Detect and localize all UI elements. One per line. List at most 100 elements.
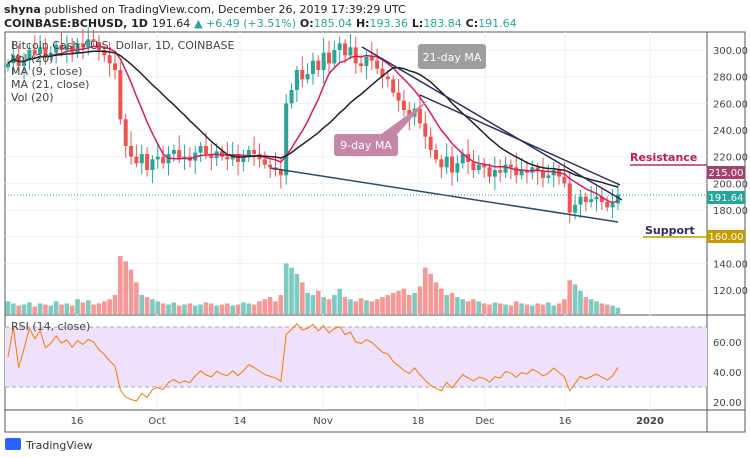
volume-bar <box>374 299 380 314</box>
volume-bar <box>497 303 503 314</box>
candle <box>385 76 390 80</box>
volume-bar <box>278 295 284 314</box>
candle <box>589 199 594 202</box>
publish-line: shyna published on TradingView.com, Dece… <box>4 3 406 16</box>
time-tick-label: Dec <box>475 416 494 427</box>
candle <box>327 52 331 64</box>
candle <box>123 119 128 146</box>
candle <box>86 39 91 48</box>
candle <box>337 43 342 50</box>
candle <box>450 156 455 173</box>
candle <box>129 145 134 157</box>
candle <box>134 156 139 164</box>
volume-bar <box>508 305 514 314</box>
candle <box>417 108 422 124</box>
low-value: 183.84 <box>423 17 462 30</box>
volume-bar <box>230 305 235 314</box>
volume-bar <box>353 301 359 314</box>
tradingview-logo[interactable]: TradingView <box>5 438 92 452</box>
candle <box>391 79 396 93</box>
volume-bar <box>48 305 54 314</box>
volume-bar <box>107 299 112 314</box>
ma21-line <box>7 50 619 188</box>
volume-bar <box>519 303 524 314</box>
c-label: C: <box>465 17 479 30</box>
candle <box>535 167 540 172</box>
candle <box>32 50 37 54</box>
candle <box>610 203 615 208</box>
volume-bar <box>358 298 364 314</box>
volume-bar <box>460 299 466 314</box>
volume-bar <box>155 301 161 314</box>
candle <box>177 149 182 160</box>
volume-bar <box>150 299 155 314</box>
volume-bar <box>171 302 177 314</box>
candle <box>428 136 433 150</box>
volume-bar <box>251 304 257 314</box>
volume-bar <box>299 282 305 314</box>
volume-bar <box>594 301 599 314</box>
resistance-trendline-1[interactable] <box>361 46 623 201</box>
candle <box>359 63 364 66</box>
resistance-trendline-2[interactable] <box>419 94 621 186</box>
volume-bar <box>118 256 123 314</box>
volume-bar <box>160 303 166 314</box>
brand-name: TradingView <box>25 439 92 452</box>
candle <box>48 52 53 57</box>
rsi-band <box>5 327 707 387</box>
volume-bar <box>530 305 535 314</box>
price-tick-label: 120.00 <box>713 286 748 297</box>
volume-bar <box>53 301 59 314</box>
volume-bar <box>321 297 326 314</box>
volume-bar <box>396 290 401 314</box>
candle <box>102 50 107 56</box>
time-tick-label: Oct <box>148 416 165 427</box>
candle <box>503 164 508 173</box>
symbol-line: COINBASE:BCHUSD, 1D 191.64 ▲ +6.49 (+3.5… <box>4 17 517 30</box>
volume-bar <box>75 299 80 314</box>
candle <box>578 196 583 205</box>
volume-bar <box>364 300 369 314</box>
close-value: 191.64 <box>478 17 517 30</box>
candle <box>567 183 572 213</box>
candle <box>396 92 401 101</box>
volume-bar <box>412 292 417 314</box>
symbol: COINBASE:BCHUSD, 1D <box>4 17 148 30</box>
candle <box>278 169 283 176</box>
volume-bar <box>5 301 11 314</box>
candle <box>434 149 438 160</box>
candle <box>289 89 294 104</box>
candle <box>220 151 224 157</box>
volume-bar <box>503 304 508 314</box>
candle <box>605 201 610 208</box>
volume-bar <box>305 292 310 314</box>
time-tick-label: 16 <box>559 416 572 427</box>
volume-bar <box>267 297 273 314</box>
candle <box>64 46 69 50</box>
price-tick-label: 200.00 <box>713 179 748 190</box>
candle <box>268 164 273 168</box>
price-tick-label: 260.00 <box>713 99 748 110</box>
volume-bar <box>166 304 171 314</box>
volume-bar <box>59 304 64 314</box>
ma21-callout: 21-day MA <box>418 44 486 69</box>
volume-bar <box>283 263 289 314</box>
volume-bar <box>348 299 353 314</box>
resistance-label: Resistance <box>630 151 697 164</box>
candle <box>583 196 588 202</box>
candle <box>262 159 267 165</box>
publish-info: published on TradingView.com, December 2… <box>44 3 406 16</box>
volume-bar <box>572 284 578 314</box>
volume-bar <box>556 303 562 314</box>
volume-bar <box>401 288 407 314</box>
rsi-line <box>7 323 619 402</box>
volume-bar <box>27 302 32 314</box>
candle <box>423 123 428 137</box>
volume-bar <box>342 297 348 314</box>
volume-bar <box>583 297 589 314</box>
volume-bar <box>289 267 294 314</box>
volume-bar <box>32 306 38 314</box>
candle <box>514 167 519 176</box>
time-tick-label: 2020 <box>636 416 664 427</box>
